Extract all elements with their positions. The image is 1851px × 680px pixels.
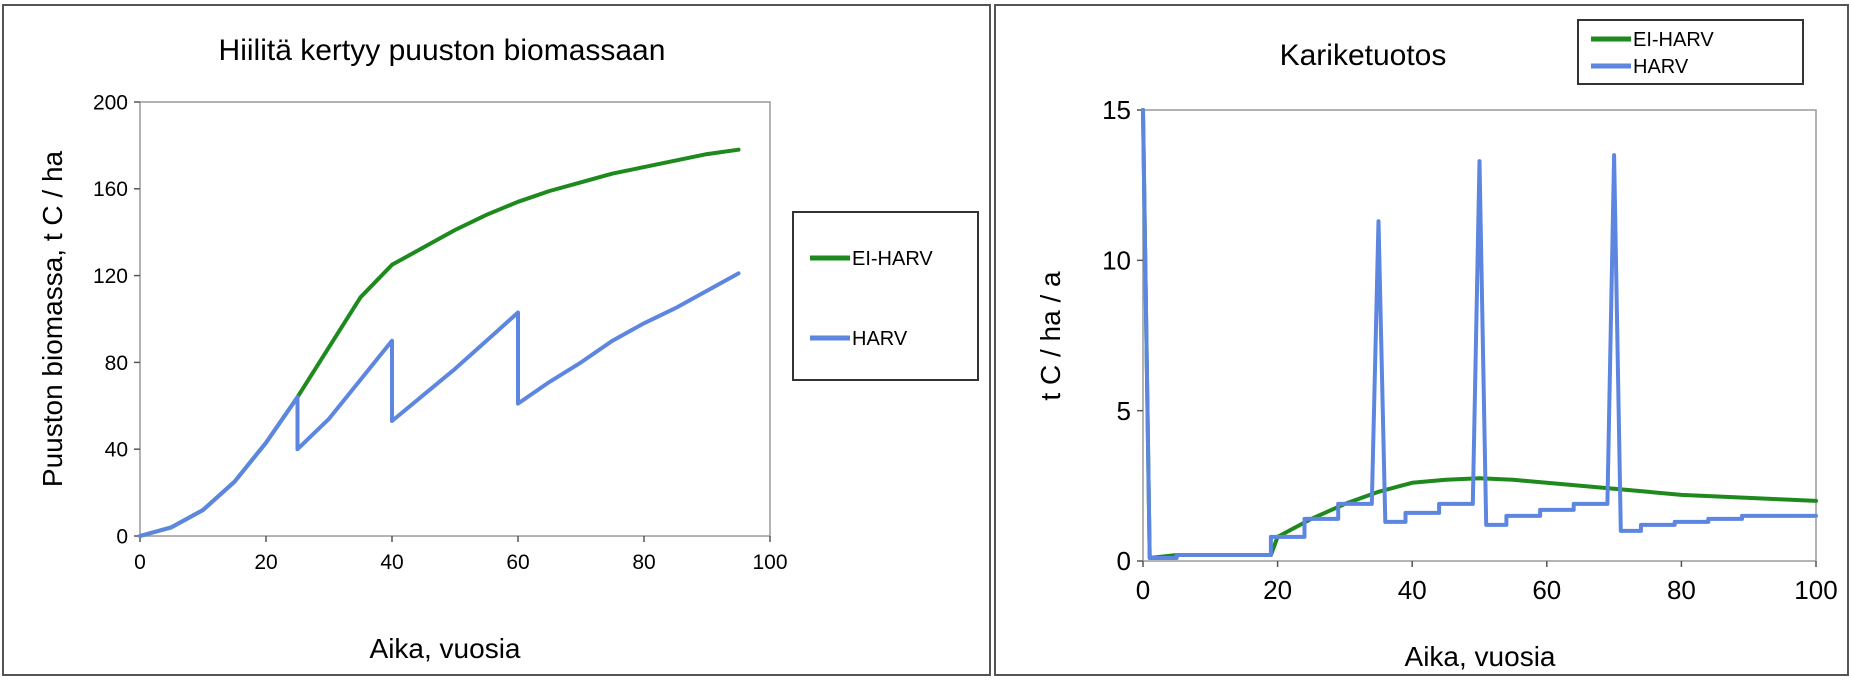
legend-right-label-ei-harv: EI-HARV <box>1633 29 1714 51</box>
x-axis-label-left: Aika, vuosia <box>370 633 521 664</box>
legend-right-label-harv: HARV <box>1633 56 1689 78</box>
legend-right: EI-HARV HARV <box>1577 19 1804 85</box>
chart-title-right: Kariketuotos <box>1280 39 1447 72</box>
x-tick-label: 80 <box>1667 575 1696 605</box>
series-line-harv <box>1141 108 1818 560</box>
y-tick-label: 200 <box>93 91 128 114</box>
ticks-right: 0 5 10 15 0 20 40 60 80 100 <box>1102 95 1838 605</box>
y-tick-label: 5 <box>1117 396 1131 426</box>
chart-title-left: Hiilitä kertyy puuston biomassaan <box>219 34 666 67</box>
x-tick-label: 0 <box>1136 575 1150 605</box>
series-line-ei-harv <box>1141 108 1818 560</box>
y-tick-label: 0 <box>1117 546 1131 576</box>
y-tick-label: 160 <box>93 178 128 201</box>
legend-right-box <box>1577 19 1804 85</box>
x-tick-label: 60 <box>1532 575 1561 605</box>
y-tick-label: 0 <box>116 525 128 548</box>
series-line-harv <box>138 271 741 538</box>
plot-area-left <box>139 101 771 537</box>
panel-right: Kariketuotos 0 5 10 15 0 20 40 60 80 100 t C / ha… <box>994 4 1849 676</box>
x-tick-label: 80 <box>632 551 655 574</box>
x-tick-label: 40 <box>380 551 403 574</box>
y-axis-label-right: t C / ha / a <box>1035 271 1066 401</box>
legend-left: EI-HARV HARV <box>792 211 979 381</box>
x-tick-label: 100 <box>752 551 787 574</box>
y-tick-label: 40 <box>105 439 128 462</box>
y-tick-label: 15 <box>1102 95 1131 125</box>
series-left <box>138 147 741 538</box>
x-tick-label: 40 <box>1398 575 1427 605</box>
ticks-left: 0 40 80 120 160 200 0 20 40 60 80 100 <box>93 91 788 574</box>
x-tick-label: 20 <box>254 551 277 574</box>
y-tick-label: 80 <box>105 352 128 375</box>
x-tick-label: 100 <box>1794 575 1837 605</box>
y-tick-label: 120 <box>93 265 128 288</box>
legend-left-label-harv: HARV <box>852 328 908 350</box>
x-axis-label-right: Aika, vuosia <box>1405 641 1556 672</box>
x-tick-label: 60 <box>506 551 529 574</box>
series-right <box>1141 108 1818 560</box>
panel-left: Hiilitä kertyy puuston biomassaan 0 40 80 1… <box>2 4 991 676</box>
legend-left-box <box>792 211 979 381</box>
x-tick-label: 20 <box>1263 575 1292 605</box>
legend-left-label-ei-harv: EI-HARV <box>852 248 933 270</box>
x-tick-label: 0 <box>134 551 146 574</box>
y-tick-label: 10 <box>1102 245 1131 275</box>
y-axis-label-left: Puuston biomassa, t C / ha <box>37 150 68 487</box>
